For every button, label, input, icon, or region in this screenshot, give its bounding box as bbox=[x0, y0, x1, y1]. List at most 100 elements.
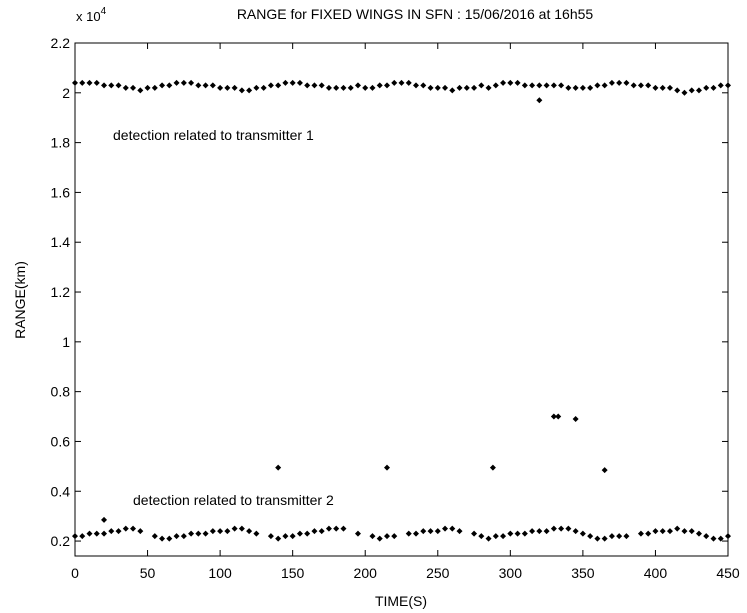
point bbox=[166, 535, 173, 542]
point bbox=[558, 525, 565, 532]
point bbox=[550, 82, 557, 89]
point bbox=[231, 84, 238, 91]
point bbox=[173, 79, 180, 86]
y-multiplier-exponent: 4 bbox=[101, 6, 107, 17]
point bbox=[115, 528, 122, 535]
point bbox=[478, 82, 485, 89]
point bbox=[601, 82, 608, 89]
point bbox=[151, 84, 158, 91]
point bbox=[543, 528, 550, 535]
point bbox=[579, 530, 586, 537]
point bbox=[159, 535, 166, 542]
y-tick-label: 0.8 bbox=[51, 384, 71, 400]
point bbox=[369, 84, 376, 91]
annotation: detection related to transmitter 2 bbox=[133, 492, 334, 508]
x-tick-label: 100 bbox=[208, 565, 232, 581]
point bbox=[536, 97, 543, 104]
point bbox=[725, 82, 731, 89]
point bbox=[289, 79, 296, 86]
x-tick-label: 50 bbox=[140, 565, 156, 581]
point bbox=[507, 79, 514, 86]
point bbox=[695, 530, 702, 537]
point bbox=[703, 84, 710, 91]
point bbox=[79, 533, 86, 540]
point bbox=[485, 84, 492, 91]
point bbox=[413, 530, 420, 537]
point bbox=[267, 533, 274, 540]
point bbox=[72, 79, 78, 86]
point bbox=[405, 79, 412, 86]
point bbox=[246, 87, 253, 94]
point bbox=[550, 413, 557, 420]
point bbox=[137, 87, 144, 94]
point bbox=[456, 528, 463, 535]
point bbox=[623, 533, 630, 540]
point bbox=[122, 525, 129, 532]
y-axis-label: RANGE(km) bbox=[12, 261, 28, 339]
point bbox=[159, 82, 166, 89]
point bbox=[180, 79, 187, 86]
point bbox=[195, 82, 202, 89]
point bbox=[238, 525, 245, 532]
point bbox=[304, 530, 311, 537]
point bbox=[478, 533, 485, 540]
point bbox=[674, 525, 681, 532]
x-tick-label: 300 bbox=[499, 565, 523, 581]
point bbox=[652, 84, 659, 91]
point bbox=[383, 533, 390, 540]
point bbox=[608, 79, 615, 86]
point bbox=[376, 535, 383, 542]
point bbox=[500, 533, 507, 540]
point bbox=[166, 82, 173, 89]
point bbox=[101, 530, 108, 537]
point bbox=[688, 87, 695, 94]
y-tick-label: 1.6 bbox=[51, 184, 71, 200]
point bbox=[514, 79, 521, 86]
point bbox=[391, 533, 398, 540]
point bbox=[594, 535, 601, 542]
point bbox=[354, 530, 361, 537]
point bbox=[681, 528, 688, 535]
point bbox=[224, 528, 231, 535]
point bbox=[659, 84, 666, 91]
point bbox=[188, 530, 195, 537]
point bbox=[275, 464, 282, 471]
point bbox=[427, 528, 434, 535]
x-tick-label: 200 bbox=[354, 565, 378, 581]
point bbox=[572, 528, 579, 535]
point bbox=[550, 525, 557, 532]
point bbox=[492, 533, 499, 540]
point bbox=[514, 530, 521, 537]
point bbox=[507, 530, 514, 537]
point bbox=[130, 525, 137, 532]
point bbox=[93, 79, 100, 86]
point bbox=[101, 516, 108, 523]
point bbox=[500, 79, 507, 86]
point bbox=[391, 79, 398, 86]
y-tick-label: 0.4 bbox=[51, 483, 71, 499]
point bbox=[521, 530, 528, 537]
point bbox=[238, 87, 245, 94]
point bbox=[311, 82, 318, 89]
point bbox=[543, 82, 550, 89]
point bbox=[413, 82, 420, 89]
point bbox=[340, 84, 347, 91]
point bbox=[115, 82, 122, 89]
point bbox=[420, 528, 427, 535]
point bbox=[456, 84, 463, 91]
point bbox=[485, 535, 492, 542]
point bbox=[180, 533, 187, 540]
point bbox=[555, 413, 562, 420]
point bbox=[151, 533, 158, 540]
point bbox=[536, 82, 543, 89]
point bbox=[282, 79, 289, 86]
point bbox=[630, 82, 637, 89]
point bbox=[489, 464, 496, 471]
point bbox=[108, 528, 115, 535]
point bbox=[209, 82, 216, 89]
point bbox=[340, 525, 347, 532]
point bbox=[86, 530, 93, 537]
point bbox=[659, 528, 666, 535]
point bbox=[710, 535, 717, 542]
point bbox=[231, 525, 238, 532]
